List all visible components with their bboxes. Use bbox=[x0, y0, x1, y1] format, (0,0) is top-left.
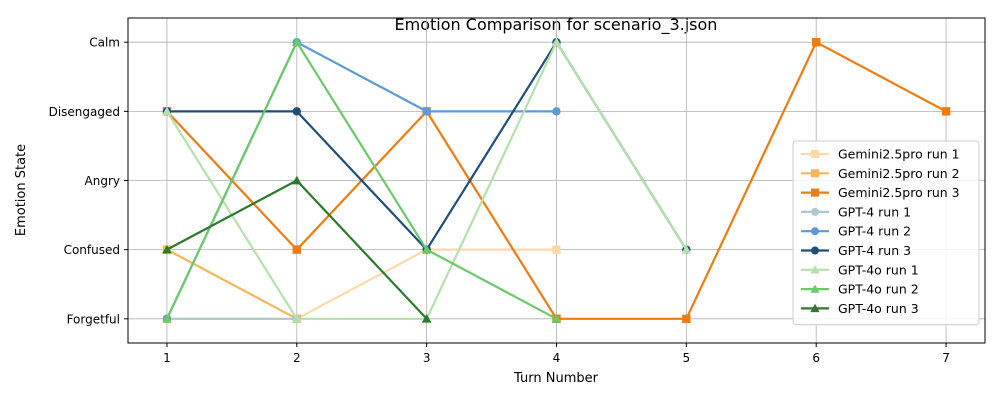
data-point bbox=[682, 314, 691, 323]
legend-marker bbox=[811, 227, 819, 236]
data-point bbox=[681, 244, 692, 254]
data-point bbox=[292, 245, 302, 254]
x-tick-label: 3 bbox=[423, 351, 431, 365]
y-tick-label: Calm bbox=[89, 36, 120, 50]
data-point bbox=[422, 107, 431, 116]
legend-item: Gemini2.5pro run 2 bbox=[801, 166, 960, 181]
legend-marker bbox=[811, 207, 819, 216]
legend-marker bbox=[810, 284, 820, 293]
legend-marker bbox=[811, 169, 819, 178]
legend-item: Gemini2.5pro run 1 bbox=[801, 147, 960, 162]
data-point bbox=[291, 175, 302, 185]
y-axis-label: Emotion State bbox=[14, 144, 29, 236]
data-point bbox=[811, 38, 821, 47]
legend-label: GPT-4o run 1 bbox=[838, 262, 919, 277]
legend-item: GPT-4 run 2 bbox=[801, 224, 911, 239]
data-point bbox=[551, 37, 562, 47]
data-point bbox=[941, 107, 951, 116]
legend-item: GPT-4o run 1 bbox=[801, 262, 919, 277]
data-point bbox=[552, 245, 561, 254]
legend-item: GPT-4 run 3 bbox=[801, 243, 911, 258]
data-point bbox=[162, 313, 172, 323]
data-point bbox=[292, 107, 302, 116]
series-group bbox=[162, 37, 951, 323]
series-line bbox=[166, 248, 298, 320]
y-tick-label: Forgetful bbox=[67, 312, 120, 326]
legend-label: GPT-4 run 2 bbox=[838, 224, 911, 239]
data-point bbox=[291, 37, 302, 47]
chart-title: Emotion Comparison for scenario_3.json bbox=[395, 15, 718, 35]
data-point bbox=[421, 244, 432, 254]
y-tick-label: Angry bbox=[85, 174, 120, 188]
legend-marker bbox=[810, 303, 820, 313]
legend-item: GPT-4o run 2 bbox=[801, 282, 919, 297]
legend-item: GPT-4 run 1 bbox=[801, 204, 911, 219]
legend-label: GPT-4 run 1 bbox=[838, 204, 911, 219]
data-point bbox=[421, 313, 432, 323]
series-8 bbox=[162, 37, 562, 323]
data-point bbox=[162, 106, 172, 116]
legend-box bbox=[792, 140, 980, 326]
series-line bbox=[165, 41, 558, 320]
legend-marker bbox=[811, 150, 819, 158]
legend-label: Gemini2.5pro run 2 bbox=[838, 166, 960, 181]
y-tick-label: Confused bbox=[64, 243, 120, 257]
legend-marker bbox=[811, 188, 819, 197]
x-axis-label: Turn Number bbox=[513, 371, 599, 386]
legend-label: GPT-4o run 3 bbox=[838, 301, 919, 316]
y-tick-label: Disengaged bbox=[49, 105, 120, 119]
x-tick-label: 2 bbox=[293, 351, 301, 365]
x-tick-label: 6 bbox=[812, 351, 820, 365]
legend-label: Gemini2.5pro run 3 bbox=[838, 185, 960, 200]
legend-marker bbox=[811, 246, 819, 255]
x-tick-label: 7 bbox=[942, 351, 950, 365]
legend: Gemini2.5pro run 1 Gemini2.5pro run 2 Gemi… bbox=[792, 140, 980, 326]
series-1 bbox=[162, 245, 561, 323]
data-point bbox=[551, 313, 562, 323]
series-4 bbox=[162, 314, 302, 323]
legend-label: Gemini2.5pro run 1 bbox=[838, 147, 960, 162]
legend-marker bbox=[810, 265, 820, 274]
legend-label: GPT-4 run 3 bbox=[838, 243, 911, 258]
data-point bbox=[291, 313, 302, 323]
data-point bbox=[552, 107, 561, 116]
y-ticks: Forgetful Confused Angry Disengaged Calm bbox=[49, 36, 128, 326]
x-tick-label: 4 bbox=[553, 351, 561, 365]
series-line bbox=[166, 248, 557, 320]
series-9 bbox=[162, 175, 432, 323]
legend-item: GPT-4o run 3 bbox=[801, 301, 919, 316]
x-ticks: 1 2 3 4 5 6 7 bbox=[163, 343, 950, 365]
data-point bbox=[162, 244, 172, 254]
x-tick-label: 5 bbox=[683, 351, 691, 365]
legend-label: GPT-4o run 2 bbox=[838, 282, 919, 297]
x-tick-label: 1 bbox=[163, 351, 171, 365]
legend-item: Gemini2.5pro run 3 bbox=[801, 185, 960, 200]
